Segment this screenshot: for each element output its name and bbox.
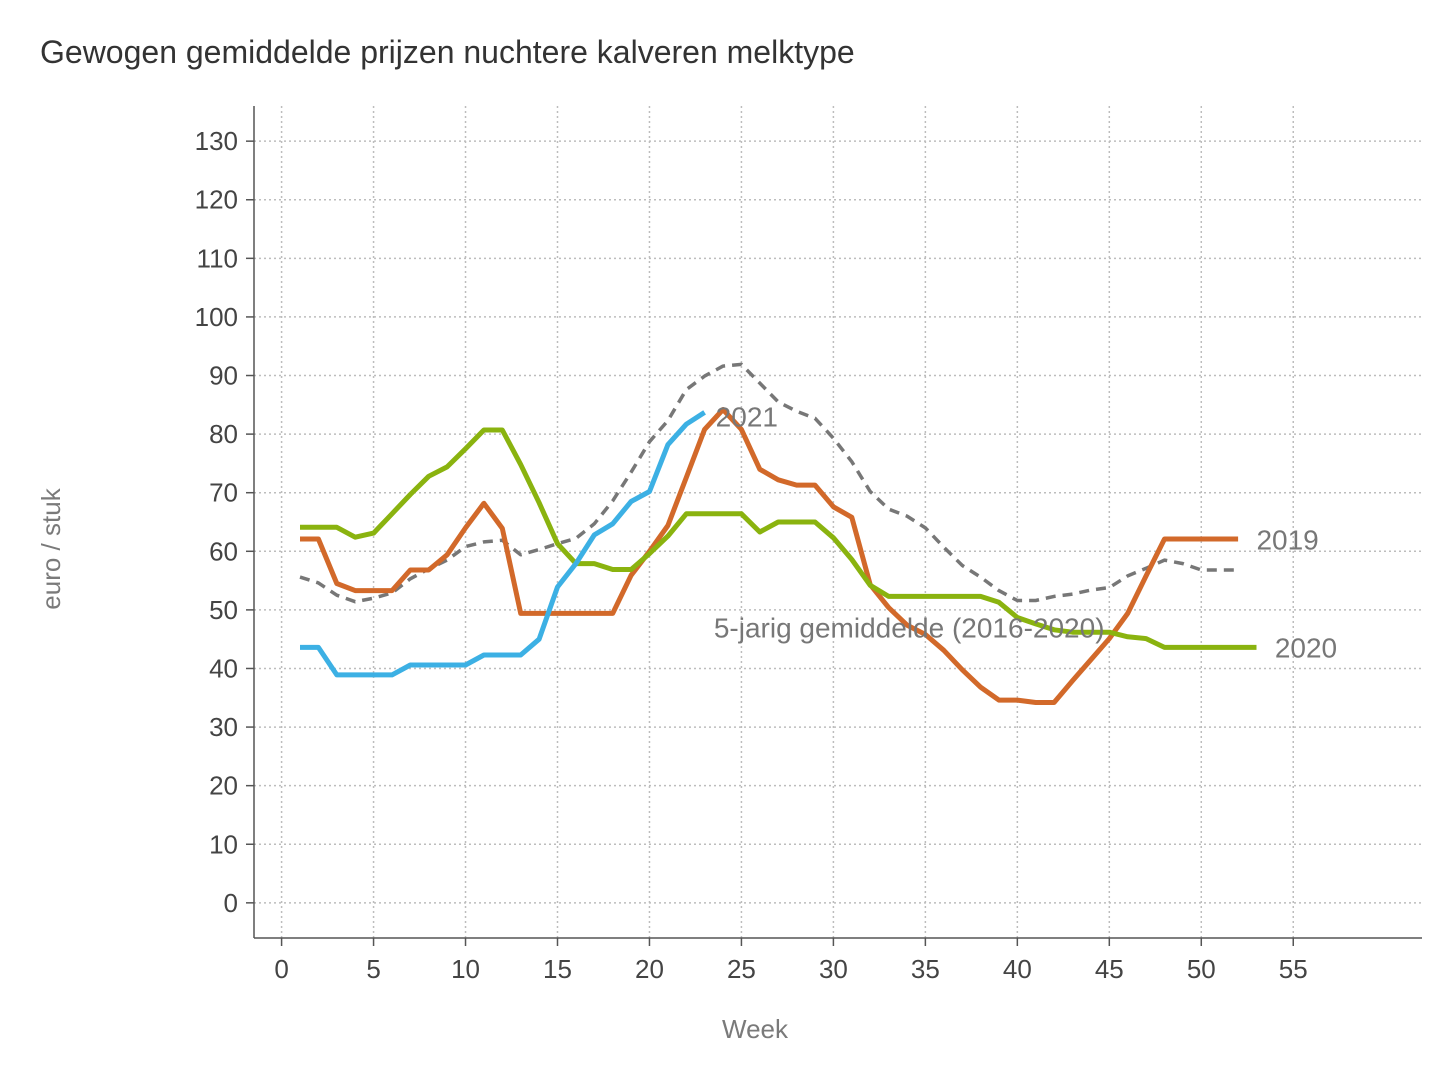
- series-label-2019: 2019: [1256, 525, 1318, 556]
- x-tick-label: 20: [635, 954, 664, 984]
- series-line-2021: [300, 410, 706, 678]
- y-tick-label: 50: [209, 595, 238, 625]
- chart-title: Gewogen gemiddelde prijzen nuchtere kalv…: [40, 34, 855, 70]
- x-tick-label: 10: [451, 954, 480, 984]
- series-line-5-jarig: [299, 362, 1239, 604]
- series-line-2019: [300, 407, 1239, 705]
- x-tick-label: 0: [274, 954, 288, 984]
- x-tick-label: 40: [1003, 954, 1032, 984]
- y-axis-title: euro / stuk: [36, 487, 66, 609]
- y-tick-label: 20: [209, 771, 238, 801]
- y-tick-label: 100: [195, 302, 238, 332]
- x-tick-label: 25: [727, 954, 756, 984]
- series-line-2020: [300, 427, 1257, 650]
- y-tick-label: 10: [209, 829, 238, 859]
- x-tick-label: 45: [1095, 954, 1124, 984]
- y-tick-label: 0: [224, 888, 238, 918]
- series-label-5-jarig: 5-jarig gemiddelde (2016-2020): [714, 612, 1105, 643]
- y-tick-label: 110: [197, 243, 238, 273]
- y-tick-label: 80: [209, 419, 238, 449]
- series-label-2020: 2020: [1275, 632, 1337, 663]
- x-tick-label: 30: [819, 954, 848, 984]
- axes: [246, 106, 1422, 946]
- series-label-2021: 2021: [716, 402, 778, 433]
- y-tick-label: 30: [209, 712, 238, 742]
- y-tick-label: 60: [209, 536, 238, 566]
- y-tick-label: 90: [209, 361, 238, 391]
- x-tick-label: 5: [366, 954, 380, 984]
- series-labels: 5-jarig gemiddelde (2016-2020) 2019 2020 20…: [714, 402, 1337, 664]
- series-lines: [299, 362, 1257, 705]
- y-tick-label: 130: [195, 126, 238, 156]
- x-tick-label: 35: [911, 954, 940, 984]
- y-tick-label: 120: [195, 185, 238, 215]
- x-tick-label: 50: [1187, 954, 1216, 984]
- gridlines: [254, 106, 1422, 938]
- x-tick-label: 15: [543, 954, 572, 984]
- y-tick-label: 70: [209, 478, 238, 508]
- x-axis-title: Week: [722, 1014, 789, 1044]
- x-tick-label: 55: [1279, 954, 1308, 984]
- y-tick-label: 40: [209, 653, 238, 683]
